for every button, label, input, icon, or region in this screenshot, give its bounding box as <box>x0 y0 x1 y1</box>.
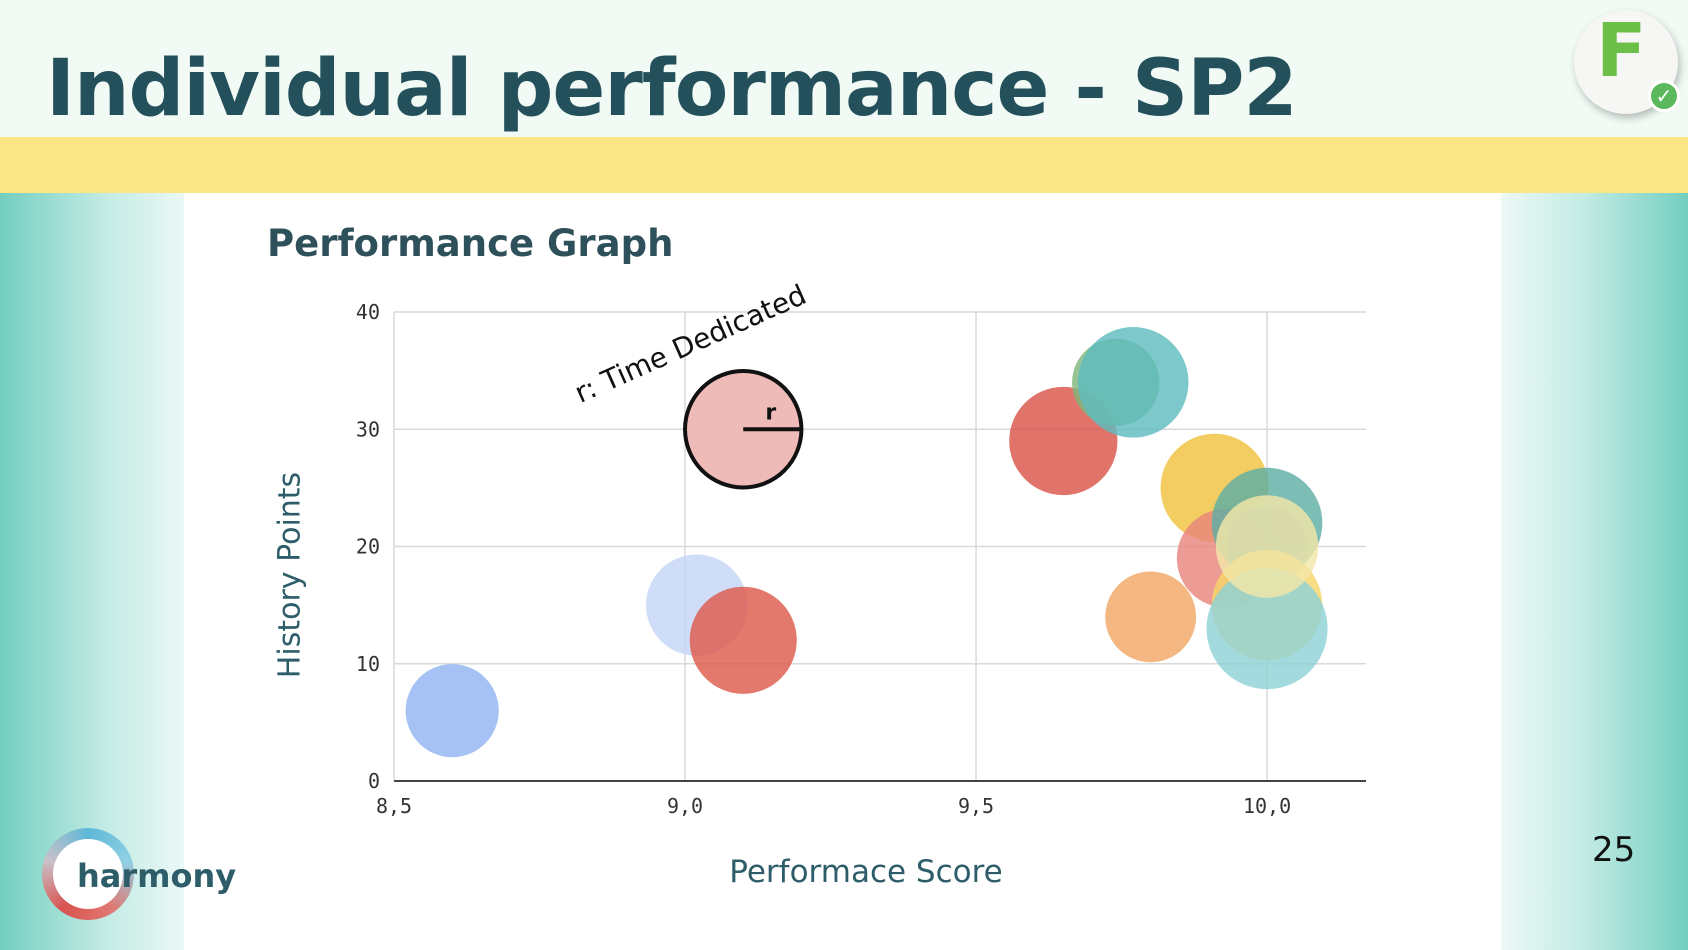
yellow-band <box>0 137 1688 193</box>
chart-subtitle: Performance Graph <box>267 222 674 265</box>
left-gradient-panel <box>0 193 190 950</box>
data-bubble <box>1215 495 1319 598</box>
harmony-logo-ring <box>42 828 134 920</box>
data-bubble <box>1105 571 1197 663</box>
data-bubble <box>1077 327 1189 438</box>
y-tick-label: 0 <box>368 769 380 793</box>
harmony-logo-text: harmony <box>77 857 237 895</box>
title-bar <box>0 0 1688 137</box>
x-tick-label: 9,5 <box>958 794 994 818</box>
y-tick-label: 10 <box>356 652 380 676</box>
x-tick-label: 10,0 <box>1243 794 1291 818</box>
y-axis-label: History Points <box>272 471 308 679</box>
y-tick-label: 20 <box>356 535 380 559</box>
right-gradient-panel <box>1500 193 1688 950</box>
data-bubble <box>405 664 499 758</box>
y-tick-label: 30 <box>356 417 380 441</box>
page-number: 25 <box>1592 830 1636 870</box>
x-tick-label: 8,5 <box>376 794 412 818</box>
check-icon: ✓ <box>1648 80 1680 112</box>
data-bubble <box>689 586 797 694</box>
badge-letter: F <box>1596 8 1647 94</box>
slide-title: Individual performance - SP2 <box>46 44 1298 134</box>
legend-radius-label: r <box>765 400 776 425</box>
data-bubble <box>1206 568 1328 690</box>
fonts-badge: F ✓ <box>1574 8 1680 114</box>
x-tick-label: 9,0 <box>667 794 703 818</box>
y-tick-label: 40 <box>356 300 380 324</box>
x-axis-label: Performace Score <box>729 854 1003 890</box>
